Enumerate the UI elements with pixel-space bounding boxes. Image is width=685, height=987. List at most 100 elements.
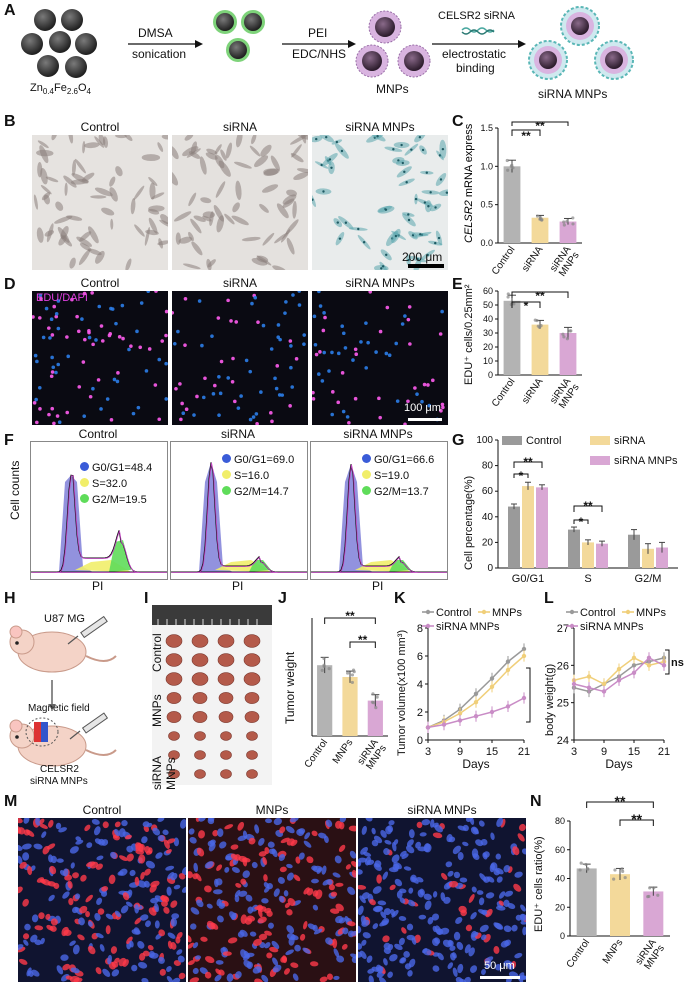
nucleus xyxy=(335,820,342,829)
nucleus xyxy=(248,837,256,845)
nucleus xyxy=(388,867,399,873)
nucleus xyxy=(362,851,372,857)
nucleus xyxy=(453,931,461,941)
mouse-icon xyxy=(9,625,117,673)
nucleus xyxy=(432,925,438,933)
nucleus xyxy=(256,320,260,324)
cell xyxy=(149,182,156,200)
nucleus xyxy=(464,976,471,982)
data-point xyxy=(568,329,572,333)
cell xyxy=(259,203,269,213)
cell xyxy=(200,197,212,204)
nucleus xyxy=(146,291,151,294)
data-point xyxy=(322,664,326,668)
nucleus xyxy=(248,417,253,422)
cell xyxy=(94,136,105,148)
nucleus xyxy=(226,298,230,303)
nucleus xyxy=(23,939,29,946)
data-point xyxy=(612,877,616,881)
nucleus xyxy=(38,407,42,411)
nucleus xyxy=(465,924,473,932)
nucleus xyxy=(88,394,93,399)
nucleus xyxy=(137,880,147,888)
nucleus xyxy=(139,301,144,305)
nucleus xyxy=(358,943,363,950)
bar xyxy=(656,547,668,568)
step3-method-1: electrostatic xyxy=(442,47,507,61)
cell xyxy=(199,156,207,175)
nucleus xyxy=(452,967,458,977)
bar xyxy=(628,534,640,568)
sirna-mnps-label: siRNA MNPs xyxy=(538,87,608,101)
nucleus xyxy=(307,923,316,930)
nucleus xyxy=(358,869,363,875)
nucleus xyxy=(338,844,346,852)
nucleus xyxy=(18,944,24,951)
tumor xyxy=(166,692,182,704)
legend-label: siRNA MNPs xyxy=(614,455,678,467)
b-micrograph-sirna-mnps xyxy=(308,131,455,273)
nucleus xyxy=(134,917,142,925)
nucleus xyxy=(219,841,227,849)
nucleus xyxy=(18,825,22,834)
nucleus xyxy=(160,895,168,902)
m-scale-bar xyxy=(480,976,520,979)
nucleus xyxy=(192,873,199,880)
cell xyxy=(205,152,218,160)
nucleus xyxy=(173,884,181,890)
y-tick-label: 26 xyxy=(557,660,569,672)
nucleus xyxy=(192,413,196,417)
nucleus xyxy=(421,148,425,152)
nucleus xyxy=(394,943,403,951)
nucleus xyxy=(65,410,70,415)
nucleus xyxy=(468,894,475,903)
cell xyxy=(254,155,269,168)
nucleus xyxy=(144,868,151,876)
tumor xyxy=(192,711,208,723)
nucleus xyxy=(496,818,504,827)
h-injection-2: siRNA MNPs xyxy=(30,776,88,787)
cell xyxy=(224,213,235,225)
data-point xyxy=(371,692,375,696)
bar xyxy=(503,300,521,375)
nucleus xyxy=(514,871,523,878)
nucleus xyxy=(336,351,341,356)
nucleus xyxy=(408,342,412,346)
nucleus xyxy=(263,882,270,889)
syringe-icon xyxy=(67,615,108,645)
cell xyxy=(166,169,179,186)
nucleus xyxy=(244,917,253,925)
cell xyxy=(74,158,86,174)
nucleus xyxy=(136,405,141,410)
nucleus xyxy=(408,887,414,894)
nucleus xyxy=(54,370,58,375)
b-title-sirna-mnps: siRNA MNPs xyxy=(345,120,415,134)
b-title-sirna: siRNA xyxy=(222,120,257,134)
nucleus xyxy=(126,936,133,944)
nucleus xyxy=(493,922,503,930)
nucleus xyxy=(430,819,435,828)
nucleus xyxy=(493,946,500,954)
nucleus xyxy=(273,818,282,826)
nucleus xyxy=(441,147,445,151)
x-tick-label: MNPs xyxy=(601,937,626,966)
nucleus xyxy=(416,877,424,883)
nucleus xyxy=(184,407,189,412)
nucleus xyxy=(358,925,362,934)
nucleus xyxy=(401,853,409,859)
nucleus xyxy=(288,404,292,408)
nucleus xyxy=(200,343,204,348)
nucleus xyxy=(235,883,242,888)
histogram-outline xyxy=(31,474,167,573)
nucleus xyxy=(96,378,101,382)
nucleus xyxy=(518,823,526,832)
y-tick-label: 24 xyxy=(557,735,569,747)
legend-swatch xyxy=(590,436,610,445)
m-fluor-mnps xyxy=(188,818,356,982)
cell xyxy=(157,240,170,246)
nucleus xyxy=(47,326,51,330)
nucleus xyxy=(70,862,75,869)
chart-l: 24 25 26 27 3 9 15 21 Days body weight(g) Control M… xyxy=(544,607,684,771)
nucleus xyxy=(190,907,200,915)
i-row-control: Control xyxy=(150,633,164,672)
